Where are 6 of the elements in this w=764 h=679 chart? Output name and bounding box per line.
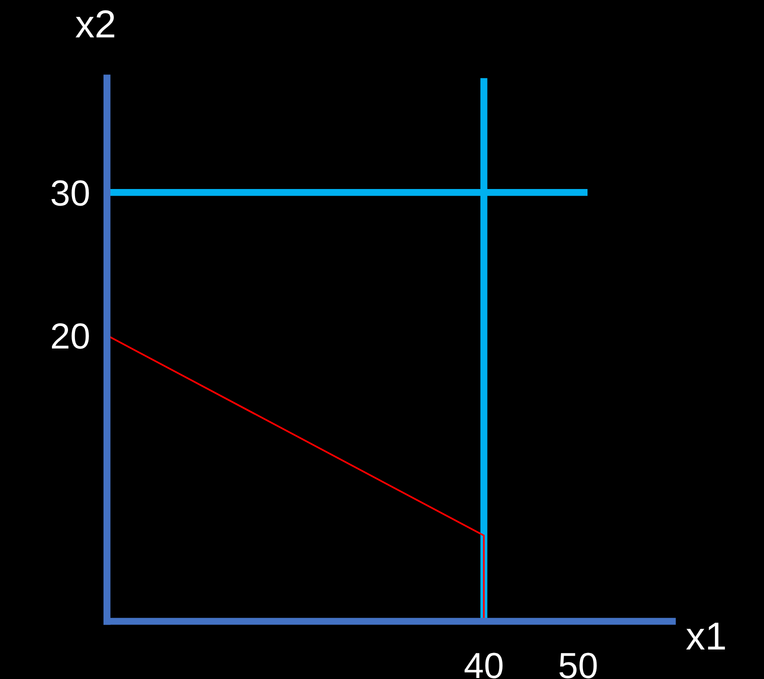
- y-axis-title: x2: [76, 10, 114, 38]
- x-tick-label: 50: [559, 652, 597, 678]
- x-tick-label: 40: [464, 652, 503, 678]
- y-tick-label: 30: [52, 180, 89, 206]
- x-axis-title: x1: [686, 622, 725, 650]
- y-tick-label: 20: [52, 323, 89, 349]
